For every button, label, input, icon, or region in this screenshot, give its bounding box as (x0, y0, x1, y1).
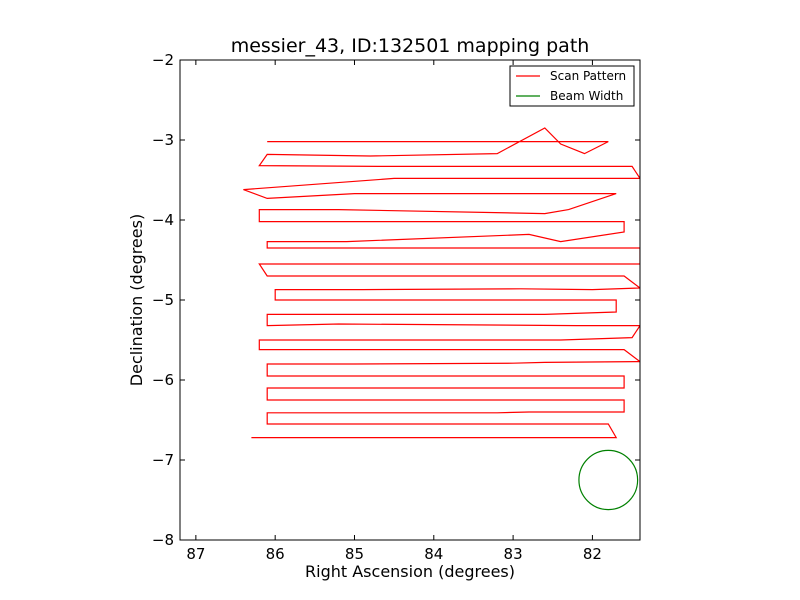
series-beam-width-circle (578, 449, 639, 511)
x-tick-label: 86 (266, 545, 285, 563)
legend-label-scan-pattern: Scan Pattern (550, 69, 626, 83)
x-tick-label: 82 (583, 545, 602, 563)
y-axis-label: Declination (degrees) (127, 214, 146, 386)
y-tick-label: −2 (152, 51, 174, 69)
y-axis-ticks: −2 −3 −4 −5 −6 −7 −8 (152, 51, 640, 549)
x-tick-label: 84 (424, 545, 443, 563)
legend-box (509, 65, 635, 107)
y-tick-label: −6 (152, 371, 174, 389)
legend-label-beam-width: Beam Width (550, 89, 623, 103)
series-scan-pattern-line (243, 127, 640, 439)
y-tick-label: −3 (152, 131, 174, 149)
beam-layer (578, 449, 639, 511)
x-axis-label: Right Ascension (degrees) (305, 562, 515, 581)
x-tick-label: 85 (345, 545, 364, 563)
y-tick-label: −4 (152, 211, 174, 229)
x-tick-label: 83 (504, 545, 523, 563)
y-tick-label: −8 (152, 531, 174, 549)
x-axis-ticks: 87 86 85 84 83 82 (186, 60, 602, 563)
scan-layer (243, 127, 640, 439)
x-tick-label: 87 (186, 545, 205, 563)
chart-title: messier_43, ID:132501 mapping path (231, 35, 590, 57)
y-tick-label: −7 (152, 451, 174, 469)
legend: Scan Pattern Beam Width (509, 65, 635, 107)
y-tick-label: −5 (152, 291, 174, 309)
